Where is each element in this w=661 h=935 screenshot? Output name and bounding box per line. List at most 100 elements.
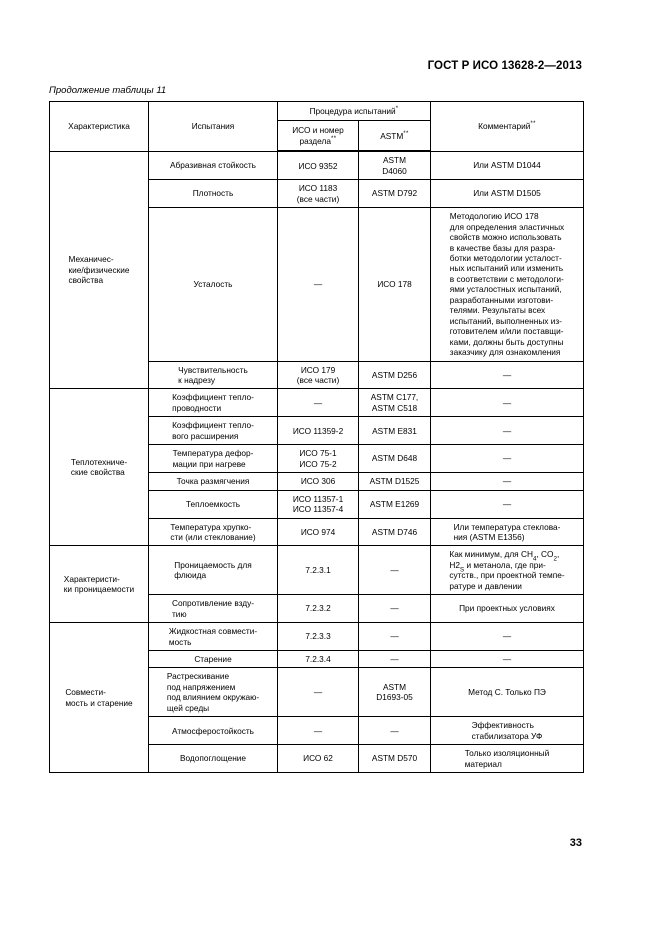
table-container: Характеристика Испытания Процедура испыт…	[49, 100, 584, 774]
cell-iso-reference: ИСО 179 (все части)	[277, 360, 359, 390]
col-header-astm-label: ASTM	[380, 130, 404, 141]
cell-test-name: Старение	[148, 650, 278, 669]
cell-astm-reference: ASTM C177, ASTM C518	[358, 388, 431, 418]
cell-iso-reference: 7.2.3.4	[277, 650, 359, 669]
cell-comment: —	[430, 472, 584, 491]
cell-astm-reference: ИСО 178	[358, 207, 431, 362]
cell-test-name: Плотность	[148, 179, 278, 209]
standard-running-header: ГОСТ Р ИСО 13628-2—2013	[427, 60, 582, 72]
table-row: Старение 7.2.3.4— —	[50, 650, 584, 669]
cell-comment: Только изоляционный материал	[430, 744, 584, 774]
cell-iso-reference: 7.2.3.2	[277, 594, 359, 624]
cell-test-name: Абразивная стойкость	[148, 150, 278, 181]
cell-astm-reference: ASTM D256	[358, 360, 431, 390]
table-row: Температура хрупко-сти (или стеклование)…	[50, 517, 584, 547]
cell-iso-reference: —	[277, 667, 359, 718]
cell-iso-reference: —	[277, 388, 359, 418]
table-row: Температура дефор-мации при нагреве ИСО 7…	[50, 444, 584, 474]
cell-test-name: Сопротивление взду-тию	[148, 594, 278, 624]
table-row: Чувствительность к надрезу ИСО 179 (все час…	[50, 360, 584, 390]
properties-table: Характеристика Испытания Процедура испыт…	[49, 100, 584, 774]
cell-test-name: Атмосферостойкость	[148, 716, 278, 746]
cell-comment: —	[430, 489, 584, 519]
table-row: Точка размягчения ИСО 306 ASTM D1525—	[50, 472, 584, 491]
table-row: Коэффициент тепло-вого расширения ИСО 113…	[50, 416, 584, 446]
table-row: Сопротивление взду-тию 7.2.3.2— При проект…	[50, 594, 584, 624]
col-header-test-procedure: Процедура испытаний*	[277, 100, 431, 122]
col-header-characteristic-label: Характеристика	[68, 121, 130, 132]
table-row: Механичес-кие/физические свойства Абразивн…	[49, 150, 584, 390]
cell-test-name: Температура хрупко-сти (или стеклование)	[148, 517, 278, 547]
table-header: Характеристика Испытания Процедура испыт…	[49, 100, 584, 153]
cell-comment: Эффективность стабилизатора УФ	[430, 716, 584, 746]
cell-comment: Или ASTM D1044	[430, 150, 584, 181]
cell-test-name: Теплоемкость	[148, 489, 278, 519]
cell-iso-reference: ИСО 11357-1 ИСО 11357-4	[277, 489, 359, 519]
cell-comment: —	[430, 416, 584, 446]
cell-iso-reference: ИСО 75-1 ИСО 75-2	[277, 444, 359, 474]
col-header-iso-section: ИСО и номер раздела**	[277, 120, 359, 153]
table-row: Растрескивание под напряжением под влияние…	[50, 667, 584, 718]
cell-astm-reference: ASTM E1269	[358, 489, 431, 519]
cell-test-name: Усталость	[148, 207, 278, 362]
cell-comment: Или ASTM D1505	[430, 179, 584, 209]
table-caption: Продолжение таблицы 11	[49, 85, 167, 96]
cell-comment: Метод С. Только ПЭ	[430, 667, 584, 718]
page-number: 33	[569, 837, 582, 849]
cell-astm-reference: —	[358, 594, 431, 624]
cell-iso-reference: ИСО 1183 (все части)	[277, 179, 359, 209]
cell-iso-reference: —	[277, 716, 359, 746]
col-header-tests: Испытания	[148, 101, 278, 152]
cell-test-name: Жидкостная совмести-мость	[148, 622, 278, 652]
col-header-iso-section-label: ИСО и номер раздела	[292, 125, 344, 146]
col-header-comment-label: Комментарий	[478, 121, 531, 132]
cell-astm-reference: ASTM D792	[358, 179, 431, 209]
cell-astm-reference: ASTM D570	[358, 744, 431, 774]
footnote-marker: **	[403, 130, 409, 137]
col-header-characteristic: Характеристика	[49, 101, 149, 152]
cell-astm-reference: ASTM D4060	[358, 150, 431, 181]
cell-astm-reference: —	[358, 545, 431, 596]
cell-comment: —	[430, 622, 584, 652]
footnote-marker: **	[530, 121, 536, 128]
cell-astm-reference: —	[358, 716, 431, 746]
table-header-row-2: ИСО и номер раздела** ASTM**	[50, 120, 584, 153]
cell-iso-reference: 7.2.3.3	[277, 622, 359, 652]
cell-comment: —	[430, 444, 584, 474]
table-row: Характеристи-ки проницаемости Проницаемос…	[49, 545, 584, 624]
cell-comment: —	[430, 360, 584, 390]
cell-test-name: Температура дефор-мации при нагреве	[148, 444, 278, 474]
col-header-astm: ASTM**	[358, 120, 431, 153]
cell-iso-reference: ИСО 62	[277, 744, 359, 774]
table-row: Теплотехниче-ские свойства Коэффициент те…	[49, 388, 584, 547]
cell-astm-reference: ASTM D1693-05	[358, 667, 431, 718]
cell-test-name: Точка размягчения	[148, 472, 278, 491]
cell-characteristic: Механичес-кие/физические свойства	[49, 150, 149, 390]
cell-test-name: Водопоглощение	[148, 744, 278, 774]
cell-test-name: Проницаемость для флюида	[148, 545, 278, 596]
cell-comment: При проектных условиях	[430, 594, 584, 624]
cell-comment: Методологию ИСО 178 для определения эласт…	[430, 207, 584, 362]
cell-test-name: Коэффициент тепло-вого расширения	[148, 416, 278, 446]
cell-astm-reference: ASTM D746	[358, 517, 431, 547]
footnote-marker: *	[395, 106, 399, 113]
cell-iso-reference: ИСО 306	[277, 472, 359, 491]
cell-astm-reference: —	[358, 622, 431, 652]
cell-iso-reference: ИСО 11359-2	[277, 416, 359, 446]
cell-characteristic: Характеристи-ки проницаемости	[49, 545, 149, 624]
cell-iso-reference: 7.2.3.1	[277, 545, 359, 596]
cell-iso-reference: ИСО 974	[277, 517, 359, 547]
cell-iso-reference: —	[277, 207, 359, 362]
cell-characteristic: Совмести-мость и старение	[49, 622, 149, 774]
cell-astm-reference: ASTM D1525	[358, 472, 431, 491]
cell-comment: Или температура стеклова-ния (ASTM E1356…	[430, 517, 584, 547]
footnote-marker: **	[330, 136, 337, 143]
cell-test-name: Растрескивание под напряжением под влияние…	[148, 667, 278, 718]
cell-test-name: Коэффициент тепло-проводности	[148, 388, 278, 418]
cell-astm-reference: ASTM E831	[358, 416, 431, 446]
table-row: Совмести-мость и старение Жидкостная совм…	[49, 622, 584, 774]
cell-iso-reference: ИСО 9352	[277, 150, 359, 181]
col-header-test-procedure-label: Процедура испытаний	[309, 106, 396, 116]
table-row: Водопоглощение ИСО 62 ASTM D570 Только изол…	[50, 744, 584, 774]
